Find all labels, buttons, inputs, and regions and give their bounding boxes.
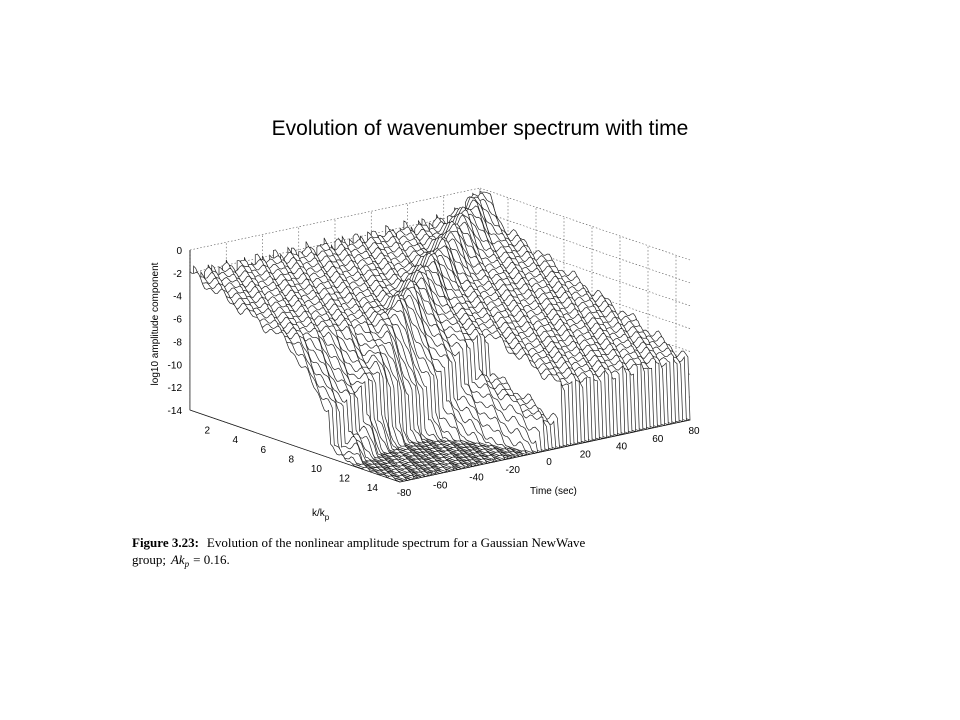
k-tick-label: 4 [232,435,238,446]
grid-line [189,187,481,251]
caption-line2: group; Akp = 0.16. [132,552,230,569]
z-tick-label: -10 [168,360,183,371]
k-tick-label: 14 [367,483,379,494]
t-tick-label: -20 [506,465,521,476]
k-axis-label: k/kp [312,508,330,522]
k-tick-label: 10 [311,464,323,475]
k-tick-label: 8 [288,454,294,465]
t-tick-label: -80 [397,488,412,499]
z-tick-label: -14 [168,406,183,417]
surface-plot [189,190,691,483]
z-tick-label: -8 [173,337,182,348]
t-tick-label: 0 [546,457,552,468]
surface-slice [189,270,401,483]
t-tick-label: 40 [616,442,628,453]
z-tick-label: -12 [168,383,183,394]
caption-math-sub: p [184,559,190,569]
k-axis-label-sub: p [325,513,330,522]
k-axis-label-main: k/k [312,508,326,519]
tick-labels: 0 -2 -4 -6 -8 -10 -12 -14 2 4 6 8 10 12 14 -80 -60 -40 -20… [168,246,700,499]
t-tick-label: 60 [652,434,664,445]
t-tick-label: 20 [580,449,592,460]
time-axis-label: Time (sec) [530,486,577,497]
caption-text: Evolution of the nonlinear amplitude spe… [207,535,586,550]
t-tick-label: -40 [469,473,484,484]
z-tick-label: -4 [173,292,182,303]
slide-title: Evolution of wavenumber spectrum with ti… [272,117,689,140]
k-tick-label: 12 [339,474,351,485]
t-tick-label: 80 [688,426,700,437]
z-tick-label: -2 [173,269,182,280]
z-tick-label: 0 [176,246,182,257]
caption-text2: group; [132,552,166,567]
k-tick-label: 6 [260,445,266,456]
caption-math-rest: = 0.16. [193,552,230,567]
k-tick-label: 2 [204,426,210,437]
caption-label: Figure 3.23: [132,535,199,550]
z-tick-label: -6 [173,315,182,326]
caption-line1: Figure 3.23: Evolution of the nonlinear a… [132,535,586,550]
t-tick-label: -60 [433,480,448,491]
z-axis-label: log10 amplitude component [150,262,161,385]
caption-math: Ak [170,552,185,567]
